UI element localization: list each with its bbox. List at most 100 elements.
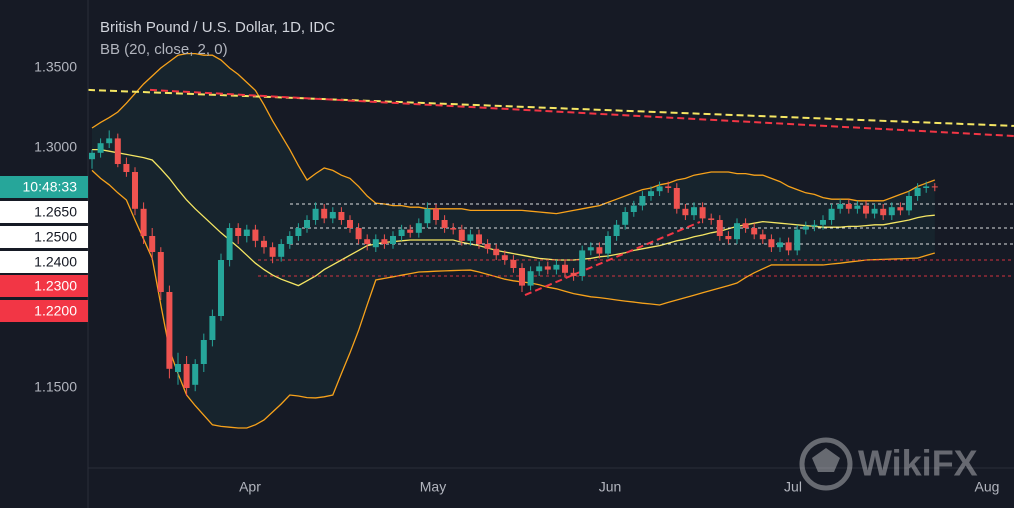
plot-area [88, 52, 1014, 429]
trend-line [524, 220, 701, 296]
candle-body [673, 188, 680, 209]
x-tick-label: May [420, 479, 446, 495]
candle-body [536, 266, 543, 272]
level-label-box [0, 201, 88, 223]
candle-body [759, 234, 766, 240]
level-label-box [0, 300, 88, 322]
chart-title: British Pound / U.S. Dollar, 1D, IDC [100, 19, 335, 36]
candle-body [433, 208, 439, 220]
candle-body [407, 229, 414, 233]
candle-body [880, 208, 887, 216]
candle-body [630, 205, 637, 212]
candle-body [200, 340, 207, 364]
x-tick-label: Aug [975, 479, 1000, 495]
candle-body [923, 186, 930, 188]
candle-body [648, 191, 654, 196]
watermark: WikiFX [858, 443, 978, 484]
candle-body [295, 228, 302, 236]
candle-body [656, 186, 663, 192]
candle-body [467, 234, 474, 241]
candle-body [278, 244, 285, 257]
candle-body [914, 188, 921, 196]
candle-body [89, 152, 95, 160]
candle-body [424, 208, 431, 224]
candle-body [665, 186, 672, 188]
x-tick-label: Jul [784, 479, 802, 495]
candle-body [484, 244, 491, 249]
level-label: 1.2200 [34, 303, 77, 319]
candle-body [837, 204, 844, 209]
candle-body [218, 260, 224, 316]
countdown-box [0, 176, 88, 198]
candle-body [338, 212, 345, 220]
candle-body [450, 228, 457, 230]
candle-body [527, 271, 534, 286]
candle-body [751, 228, 758, 235]
candle-body [441, 220, 448, 228]
candle-body [226, 228, 233, 260]
candle-body [906, 196, 912, 211]
candle-body [596, 247, 603, 254]
candle-body [587, 247, 594, 251]
x-tick-label: Jun [599, 479, 622, 495]
candle-body [304, 220, 310, 228]
candle-body [845, 204, 852, 209]
candle-body [235, 228, 242, 236]
band-lower [91, 169, 935, 429]
candle-body [605, 236, 611, 254]
countdown: 10:48:33 [23, 179, 78, 195]
candle-body [682, 208, 689, 216]
candle-body [794, 229, 801, 251]
level-label: 1.2650 [34, 204, 77, 220]
candle-body [261, 240, 267, 248]
candle-body [476, 234, 482, 244]
candle-body [175, 364, 181, 372]
candle-body [157, 252, 164, 292]
candle-body [321, 208, 328, 219]
candle-body [97, 143, 104, 153]
overlay: 1.2650 1.2500 1.2400 1.2300 1.2200 10:48:33 [0, 176, 88, 322]
candle-body [613, 224, 620, 236]
candle-body [544, 266, 551, 270]
candle-body [209, 316, 216, 340]
y-tick-label: 1.1500 [34, 379, 77, 395]
candle-body [364, 239, 371, 244]
candle-body [269, 247, 276, 257]
candle-body [519, 268, 525, 286]
candle-body [691, 207, 697, 216]
candle-body [329, 212, 336, 219]
candle-body [708, 218, 715, 220]
candle-body [742, 223, 749, 228]
candle-body [286, 236, 293, 244]
candle-body [639, 196, 646, 206]
candle-body [183, 364, 190, 388]
candle-body [811, 224, 818, 227]
candle-body [828, 208, 835, 220]
candle-body [132, 172, 138, 209]
trend-line [88, 88, 1014, 127]
candle-body [372, 239, 379, 248]
candle-body [777, 242, 783, 248]
y-tick-label: 1.3500 [34, 59, 77, 75]
candle-body [243, 229, 250, 236]
band-fill [92, 53, 935, 428]
candle-body [699, 207, 706, 219]
candle-body [820, 220, 826, 225]
candle-body [458, 229, 465, 241]
level-label-box [0, 226, 88, 248]
indicator-label: BB (20, close, 2, 0) [100, 41, 228, 58]
candle-body [398, 229, 405, 236]
candle-body [785, 242, 792, 251]
candle-body [252, 229, 259, 241]
candle-body [888, 207, 895, 216]
candle-body [390, 236, 396, 244]
level-label-box [0, 275, 88, 297]
candle-body [579, 250, 586, 276]
candle-body [854, 205, 861, 209]
candle-body [570, 272, 577, 276]
candle-body [871, 208, 878, 214]
candle-body [355, 228, 362, 240]
trend-line [149, 88, 1014, 137]
